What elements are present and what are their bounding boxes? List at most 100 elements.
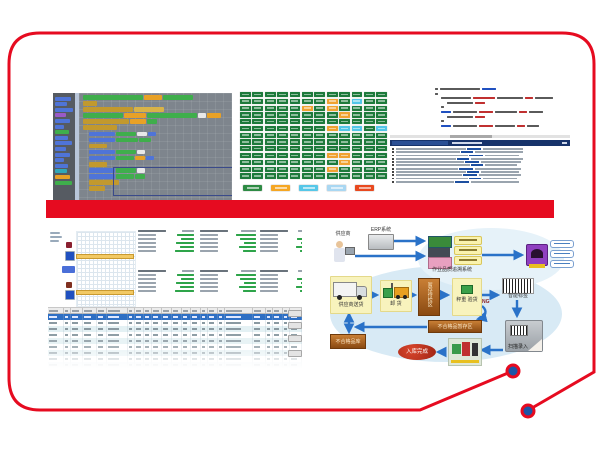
status-cell[interactable] <box>363 153 375 159</box>
status-cell[interactable] <box>252 92 264 98</box>
status-cell[interactable] <box>376 125 388 132</box>
status-cell[interactable] <box>277 166 288 172</box>
status-cell[interactable] <box>277 98 288 104</box>
status-cell[interactable] <box>264 125 276 132</box>
block-row[interactable] <box>83 95 232 100</box>
status-cell[interactable] <box>264 105 276 111</box>
palette-block[interactable] <box>55 180 72 185</box>
status-cell[interactable] <box>314 92 326 98</box>
table-header-cell[interactable] <box>218 308 225 313</box>
status-cell[interactable] <box>363 98 375 104</box>
block-row[interactable] <box>89 149 232 155</box>
status-cell[interactable] <box>252 98 264 104</box>
side-button[interactable] <box>288 310 302 317</box>
status-cell[interactable] <box>289 146 301 152</box>
status-cell[interactable] <box>326 153 338 159</box>
status-cell[interactable] <box>301 166 313 172</box>
status-cell[interactable] <box>339 159 350 165</box>
table-header-cell[interactable] <box>273 308 283 313</box>
status-cell[interactable] <box>277 153 288 159</box>
status-cell[interactable] <box>289 159 301 165</box>
log-row[interactable] <box>392 154 568 157</box>
status-cell[interactable] <box>339 166 350 172</box>
status-cell[interactable] <box>240 125 251 132</box>
status-cell[interactable] <box>339 139 350 145</box>
status-cell[interactable] <box>314 132 326 138</box>
table-header-cell[interactable] <box>253 308 267 313</box>
status-cell[interactable] <box>240 98 251 104</box>
log-row[interactable] <box>392 157 568 160</box>
status-cell[interactable] <box>289 125 301 132</box>
block-row[interactable] <box>89 131 232 137</box>
status-cell[interactable] <box>339 153 350 159</box>
table-header-cell[interactable] <box>172 308 182 313</box>
log-row[interactable] <box>392 167 568 170</box>
status-cell[interactable] <box>351 125 363 132</box>
log-row[interactable] <box>392 151 568 154</box>
status-cell[interactable] <box>363 139 375 145</box>
palette-block[interactable] <box>55 124 64 129</box>
log-row[interactable] <box>392 180 568 183</box>
status-cell[interactable] <box>376 173 388 179</box>
palette-block[interactable] <box>55 107 73 112</box>
table-header-cell[interactable] <box>152 308 163 313</box>
palette-block[interactable] <box>55 130 69 135</box>
status-cell[interactable] <box>240 105 251 111</box>
status-cell[interactable] <box>314 159 326 165</box>
status-cell[interactable] <box>351 98 363 104</box>
status-cell[interactable] <box>376 119 388 125</box>
status-cell[interactable] <box>264 166 276 172</box>
status-cell[interactable] <box>363 166 375 172</box>
status-cell[interactable] <box>376 112 388 118</box>
status-cell[interactable] <box>351 139 363 145</box>
status-cell[interactable] <box>289 98 301 104</box>
status-cell[interactable] <box>351 112 363 118</box>
status-cell[interactable] <box>351 92 363 98</box>
status-cell[interactable] <box>252 146 264 152</box>
status-cell[interactable] <box>264 132 276 138</box>
status-cell[interactable] <box>301 173 313 179</box>
palette-block[interactable] <box>55 135 68 140</box>
status-cell[interactable] <box>351 166 363 172</box>
table-header-cell[interactable] <box>144 308 152 313</box>
status-cell[interactable] <box>252 139 264 145</box>
status-cell[interactable] <box>339 119 350 125</box>
status-cell[interactable] <box>289 139 301 145</box>
status-cell[interactable] <box>252 119 264 125</box>
palette-block[interactable] <box>55 146 66 151</box>
palette-block[interactable] <box>55 141 72 146</box>
status-cell[interactable] <box>240 173 251 179</box>
status-cell[interactable] <box>326 112 338 118</box>
status-cell[interactable] <box>289 105 301 111</box>
status-cell[interactable] <box>339 125 350 132</box>
status-cell[interactable] <box>351 153 363 159</box>
status-cell[interactable] <box>277 132 288 138</box>
status-cell[interactable] <box>240 146 251 152</box>
status-cell[interactable] <box>264 98 276 104</box>
status-cell[interactable] <box>301 98 313 104</box>
status-cell[interactable] <box>252 112 264 118</box>
status-cell[interactable] <box>240 139 251 145</box>
status-cell[interactable] <box>289 166 301 172</box>
status-cell[interactable] <box>326 173 338 179</box>
table-header-cell[interactable] <box>48 308 64 313</box>
status-cell[interactable] <box>376 146 388 152</box>
status-cell[interactable] <box>314 139 326 145</box>
table-header-cell[interactable] <box>182 308 192 313</box>
status-cell[interactable] <box>351 119 363 125</box>
side-button[interactable] <box>288 350 302 357</box>
status-cell[interactable] <box>289 92 301 98</box>
status-cell[interactable] <box>326 139 338 145</box>
status-cell[interactable] <box>314 153 326 159</box>
status-cell[interactable] <box>301 92 313 98</box>
palette-block[interactable] <box>55 118 70 123</box>
status-cell[interactable] <box>252 105 264 111</box>
table-header-cell[interactable] <box>162 308 173 313</box>
status-cell[interactable] <box>339 98 350 104</box>
status-cell[interactable] <box>363 159 375 165</box>
block-row[interactable] <box>83 107 232 112</box>
status-cell[interactable] <box>376 159 388 165</box>
status-cell[interactable] <box>240 159 251 165</box>
status-cell[interactable] <box>326 119 338 125</box>
status-cell[interactable] <box>339 92 350 98</box>
